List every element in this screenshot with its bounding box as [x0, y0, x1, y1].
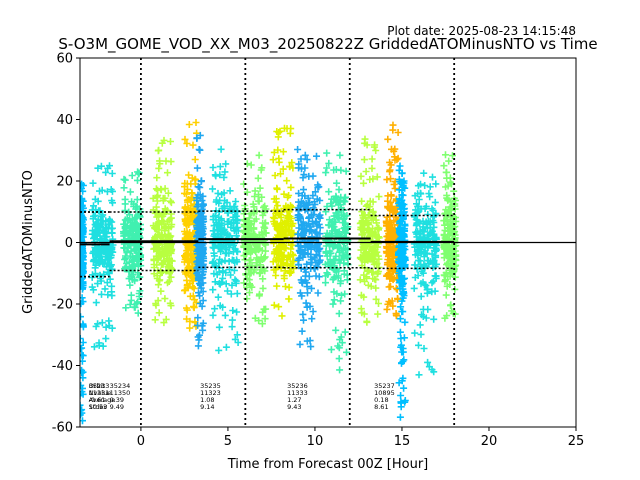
stats-header-label: Orbit [89, 382, 106, 390]
scatter-points [440, 151, 460, 322]
orbit-stat-value: 35233 [89, 382, 110, 390]
scatter-points [395, 162, 409, 421]
scatter-layer [80, 119, 460, 425]
y-tick-label: 60 [56, 52, 73, 67]
scatter-points [356, 135, 383, 326]
series-cluster [149, 136, 176, 327]
y-tick-label: -60 [52, 421, 73, 436]
x-tick-label: 10 [307, 434, 324, 449]
scatter-points [149, 136, 176, 327]
orbit-stat-value: 9.49 [110, 403, 124, 411]
series-cluster [88, 162, 117, 351]
y-axis-label: GriddedATOMinusNTO [21, 170, 36, 314]
x-tick-label: 0 [137, 434, 145, 449]
series-cluster [208, 145, 242, 354]
orbit-stat-value: 9.14 [200, 403, 214, 411]
stats-header-label: Average [89, 396, 116, 404]
stats-header-label: Nvalue [89, 389, 112, 397]
y-tick-label: 20 [56, 175, 73, 190]
scatter-points [410, 169, 441, 379]
stats-header-label: Stdev [89, 403, 108, 411]
orbit-stat-value: 35235 [200, 382, 221, 390]
series-cluster [294, 146, 324, 351]
x-tick-label: 20 [481, 434, 498, 449]
scatter-points [321, 149, 352, 374]
orbit-stat-value: 1.27 [287, 396, 301, 404]
y-tick-label: -40 [52, 359, 73, 374]
series-cluster [410, 169, 441, 379]
orbit-stat-value: -0.61 [89, 396, 106, 404]
x-axis-label: Time from Forecast 00Z [Hour] [227, 457, 429, 472]
plot-date: Plot date: 2025-08-23 14:15:48 [387, 24, 576, 38]
orbit-stat-value: 11350 [110, 389, 131, 397]
orbit-stat-value: 11333 [287, 389, 308, 397]
scatter-points [80, 180, 87, 425]
orbit-stat-value: 8.61 [374, 403, 388, 411]
orbit-stat-value: 35237 [374, 382, 395, 390]
y-axis-ticks: -60 -40 -20 0 20 40 60 [52, 52, 80, 436]
reference-lines [80, 58, 576, 427]
scatter-points [88, 162, 117, 351]
scatter-points [208, 145, 242, 354]
orbit-stat-value: 35236 [287, 382, 308, 390]
y-tick-label: -20 [52, 298, 73, 313]
orbit-stat-value: 11331 [89, 389, 110, 397]
series-cluster [356, 135, 383, 326]
orbit-stat-value: 9.43 [287, 403, 301, 411]
orbit-stats: OrbitNvalueAverageStdev3523311331-0.6110… [89, 382, 395, 411]
orbit-stat-value: 35234 [110, 382, 131, 390]
orbit-stat-value: 10.53 [89, 403, 108, 411]
x-tick-label: 5 [224, 434, 232, 449]
x-axis-ticks: 0 5 10 15 20 25 [137, 427, 585, 449]
orbit-stat-value: 10895 [374, 389, 395, 397]
orbit-stat-value: 1.08 [200, 396, 214, 404]
y-tick-label: 0 [65, 236, 73, 251]
scatter-points [269, 124, 298, 320]
y-tick-label: 40 [56, 113, 73, 128]
series-cluster [395, 162, 409, 421]
series-cluster [269, 124, 298, 320]
orbit-stat-value: 0.39 [110, 396, 124, 404]
chart-title: S-O3M_GOME_VOD_XX_M03_20250822Z GriddedA… [58, 35, 597, 54]
x-tick-label: 25 [568, 434, 585, 449]
orbit-stat-value: 0.18 [374, 396, 388, 404]
series-cluster [321, 149, 352, 374]
series-cluster [440, 151, 460, 322]
orbit-stat-value: 11323 [200, 389, 221, 397]
scatter-points [294, 146, 324, 351]
x-tick-label: 15 [394, 434, 411, 449]
series-cluster [80, 180, 87, 425]
